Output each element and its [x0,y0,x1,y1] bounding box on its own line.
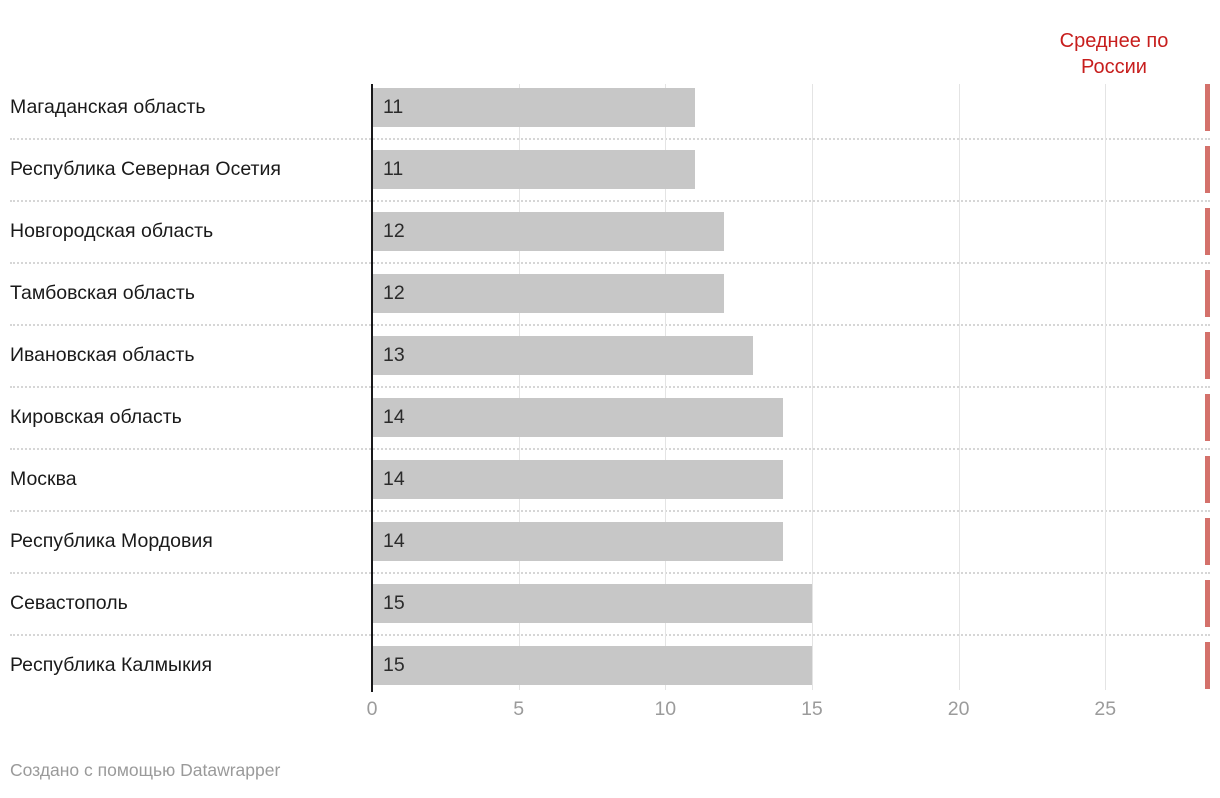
value-bar: 12 [372,211,724,251]
value-bar: 14 [372,459,783,499]
russia-average-tick [1204,455,1210,503]
bar-value-label: 15 [383,653,405,676]
value-bar: 15 [372,645,812,685]
region-label: Республика Мордовия [10,530,213,552]
region-label: Магаданская область [10,96,206,118]
region-label: Республика Калмыкия [10,654,213,676]
row-separator [10,572,1210,574]
row-separator [10,138,1210,140]
row-separator [10,324,1210,326]
value-bar: 15 [372,583,812,623]
chart-row: Тамбовская область 12 [0,262,1220,324]
value-bar: 11 [372,87,695,127]
value-bar: 14 [372,521,783,561]
bar-value-label: 12 [383,219,405,242]
x-gridline [518,84,520,690]
x-axis-tick-label: 10 [654,698,677,720]
x-gridline [665,84,667,690]
chart-row: Новгородская область 12 [0,200,1220,262]
chart-row: Кировская область 14 [0,386,1220,448]
region-label: Новгородская область [10,220,214,242]
value-bar: 13 [372,335,754,375]
russia-average-tick [1204,145,1210,193]
row-separator [10,634,1210,636]
y-axis-baseline [371,84,373,692]
bar-value-label: 14 [383,529,405,552]
x-gridline [958,84,960,690]
chart-row: Ивановская область 13 [0,324,1220,386]
region-label: Севастополь [10,592,128,614]
russia-average-tick [1204,207,1210,255]
x-axis-tick-label: 15 [801,698,823,720]
chart-row: Магаданская область 11 [0,76,1220,138]
x-axis-tick-label: 20 [947,698,970,720]
chart-row: Республика Северная Осетия 11 [0,138,1220,200]
russia-average-tick [1204,641,1210,689]
region-label: Республика Северная Осетия [10,158,281,180]
bar-value-label: 13 [383,343,405,366]
bar-value-label: 14 [383,467,405,490]
row-separator [10,262,1210,264]
average-annotation-line1: Среднее по [1059,30,1169,52]
chart-row: Республика Мордовия 14 [0,510,1220,572]
row-separator [10,386,1210,388]
bar-value-label: 11 [383,157,404,180]
bar-value-label: 11 [383,95,404,118]
chart-row: Республика Калмыкия 15 [0,634,1220,696]
russia-average-tick [1204,579,1210,627]
russia-average-tick [1204,269,1210,317]
average-annotation-line2: России [1081,56,1147,78]
row-separator [10,510,1210,512]
region-label: Тамбовская область [10,282,195,304]
russia-average-tick [1204,83,1210,131]
chart-row: Севастополь 15 [0,572,1220,634]
russia-average-tick [1204,393,1210,441]
attribution-text: Создано с помощью Datawrapper [10,760,281,780]
row-separator [10,448,1210,450]
bar-value-label: 15 [383,591,405,614]
attribution-footer: Создано с помощью Datawrapper [10,760,280,781]
x-axis-tick-label: 0 [366,698,378,720]
chart-row: Москва 14 [0,448,1220,510]
region-label: Москва [10,468,77,490]
x-axis-tick-label: 25 [1094,698,1117,720]
value-bar: 12 [372,273,724,313]
x-gridline [1105,84,1107,690]
russia-average-tick [1204,331,1210,379]
row-separator [10,200,1210,202]
x-axis-tick-label: 5 [513,698,525,720]
value-bar: 11 [372,149,695,189]
russia-average-tick [1204,517,1210,565]
region-label: Ивановская область [10,344,195,366]
average-annotation: Среднее по России [1040,28,1188,80]
region-label: Кировская область [10,406,182,428]
x-gridline [811,84,813,690]
bar-value-label: 14 [383,405,405,428]
bar-value-label: 12 [383,281,405,304]
value-bar: 14 [372,397,783,437]
